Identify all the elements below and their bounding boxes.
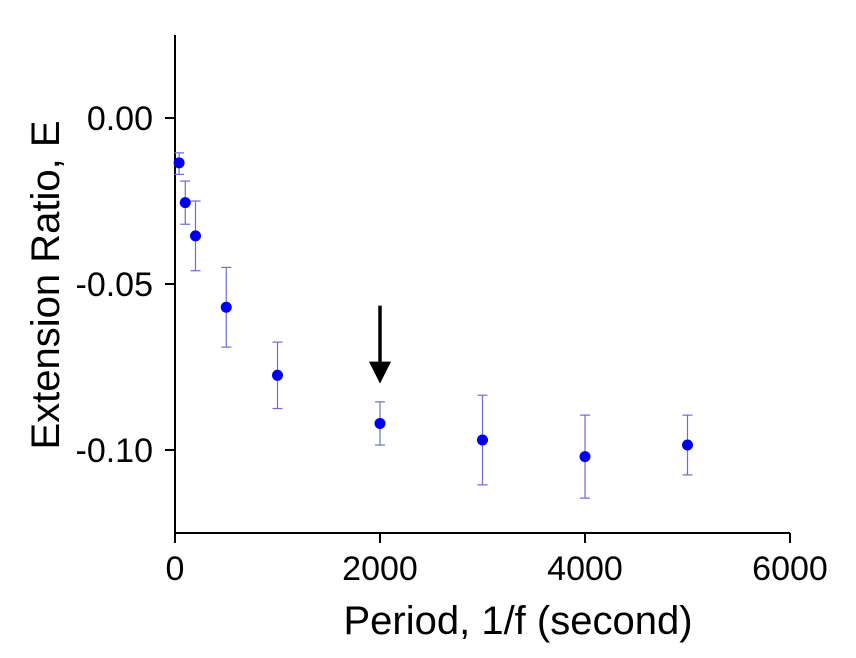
y-tick-label: 0.00 bbox=[87, 100, 153, 138]
data-points bbox=[173, 157, 693, 463]
data-point bbox=[179, 197, 191, 209]
annotations bbox=[369, 305, 391, 384]
data-point bbox=[272, 369, 283, 381]
data-point bbox=[374, 417, 386, 429]
data-point bbox=[173, 157, 185, 169]
y-axis-title: Extension Ratio, E bbox=[24, 120, 68, 449]
error-bars bbox=[174, 152, 693, 499]
y-tick-label: -0.10 bbox=[76, 432, 154, 470]
x-tick-label: 6000 bbox=[752, 550, 828, 588]
x-tick-label: 0 bbox=[166, 550, 185, 588]
data-point bbox=[220, 301, 232, 313]
data-point bbox=[682, 439, 693, 451]
data-point bbox=[190, 230, 201, 242]
tick-labels: 0.00 -0.05 -0.10 0 2000 4000 6000 bbox=[76, 100, 828, 588]
data-point bbox=[579, 451, 591, 463]
data-point bbox=[477, 434, 488, 446]
ticks bbox=[165, 117, 791, 543]
y-tick-label: -0.05 bbox=[76, 266, 154, 304]
x-tick-label: 4000 bbox=[547, 550, 623, 588]
x-tick-label: 2000 bbox=[342, 550, 418, 588]
x-axis-title: Period, 1/f (second) bbox=[343, 599, 692, 643]
arrow-annotation bbox=[369, 305, 391, 384]
